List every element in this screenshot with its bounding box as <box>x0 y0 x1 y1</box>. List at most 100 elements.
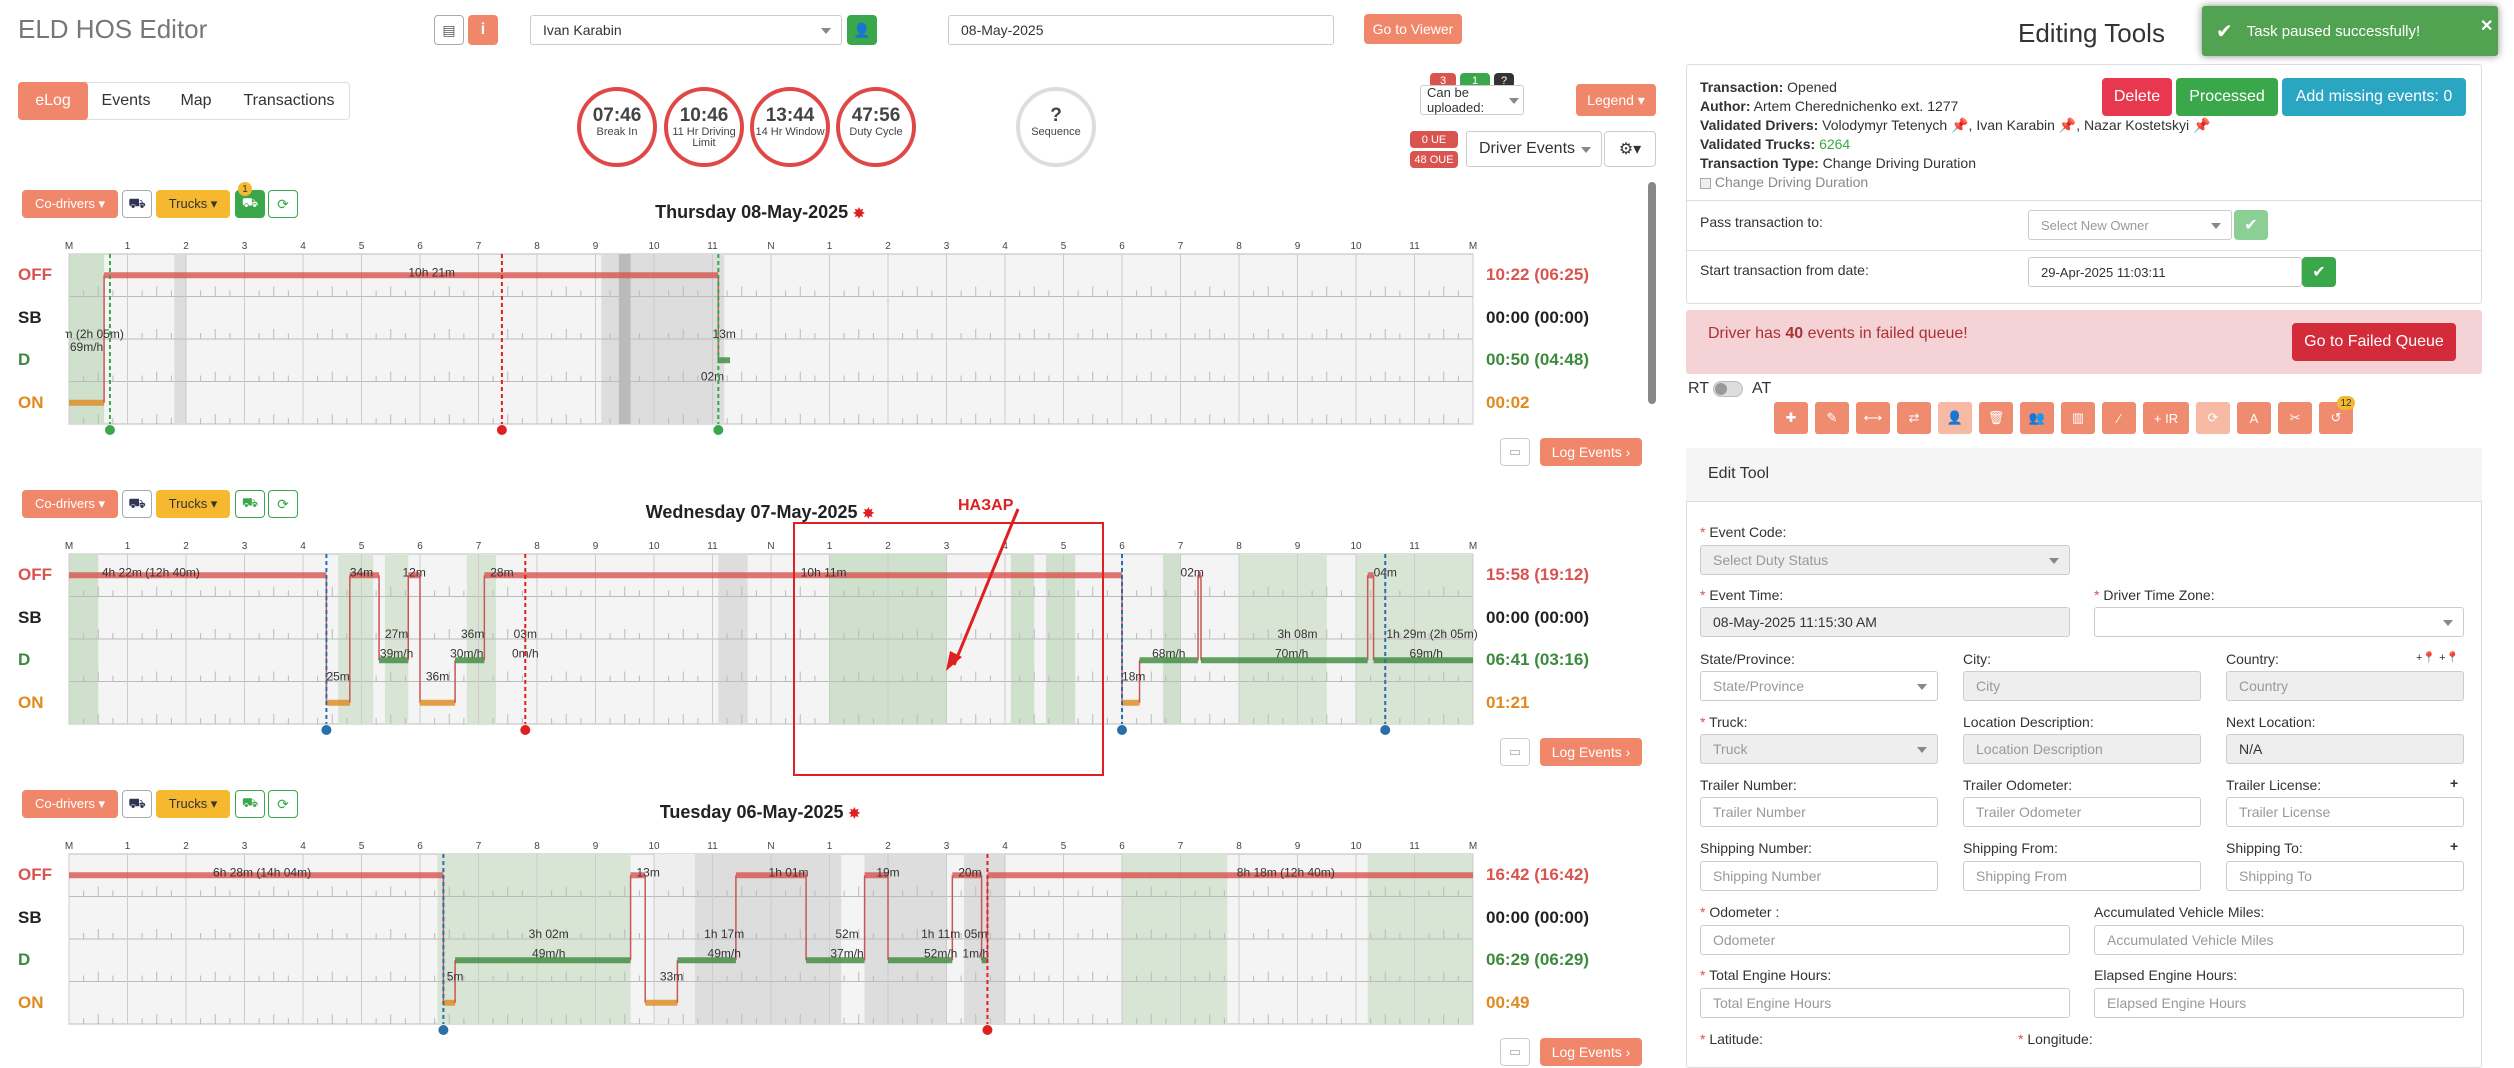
truck-icon-button[interactable]: ⛟ <box>122 790 152 818</box>
add-truck-button[interactable]: ⛟ <box>235 490 265 518</box>
user-icon-button[interactable]: 👤 <box>1938 402 1972 434</box>
owner-confirm-button[interactable]: ✔ <box>2234 210 2268 240</box>
warning-badge[interactable]: 3 <box>1430 73 1456 88</box>
add-icon-button[interactable]: ✚ <box>1774 402 1808 434</box>
city-input[interactable]: City <box>1963 671 2201 701</box>
toast-close-icon[interactable]: ✕ <box>2480 18 2494 35</box>
logs-scrollbar[interactable] <box>1648 182 1656 404</box>
at-label: AT <box>1752 380 1772 397</box>
elapsed-engine-hours-input[interactable]: Elapsed Engine Hours <box>2094 988 2464 1018</box>
date-input[interactable]: 08-May-2025 <box>948 15 1334 45</box>
insert-ir-icon-button[interactable]: + IR <box>2143 402 2189 434</box>
history-icon-button[interactable]: ↺ <box>2319 402 2353 434</box>
owner-select[interactable]: Select New Owner <box>2028 210 2232 240</box>
driver-events-select[interactable]: Driver Events <box>1466 131 1602 167</box>
total-engine-hours-input[interactable]: Total Engine Hours <box>1700 988 2070 1018</box>
time-zone-select[interactable] <box>2094 607 2464 637</box>
help-badge[interactable]: ? <box>1494 73 1514 88</box>
hour-label: 9 <box>1295 241 1301 252</box>
refresh-icon-button[interactable]: ⟳ <box>2196 402 2230 434</box>
refresh-icon-button[interactable]: ⟳ <box>268 490 298 518</box>
go-to-viewer-button[interactable]: Go to Viewer <box>1364 14 1462 44</box>
columns-icon-button[interactable]: ▥ <box>2061 402 2095 434</box>
co-drivers-button[interactable]: Co-drivers ▾ <box>22 490 118 518</box>
info-icon-button[interactable]: i <box>468 15 498 45</box>
text-icon-button[interactable]: A <box>2237 402 2271 434</box>
country-input[interactable]: Country <box>2226 671 2464 701</box>
shipping-number-input[interactable]: Shipping Number <box>1700 861 1938 891</box>
add-shipping-icon[interactable]: + <box>2450 838 2459 854</box>
odometer-input[interactable]: Odometer <box>1700 925 2070 955</box>
scissors-icon-button[interactable]: ✂ <box>2278 402 2312 434</box>
trucks-button[interactable]: Trucks ▾ <box>156 190 230 218</box>
hour-label: 11 <box>1409 241 1420 252</box>
duration-note: 1h 29m (2h 05m) <box>1386 627 1477 641</box>
rt-at-toggle[interactable] <box>1713 381 1743 397</box>
pdf-icon-button[interactable]: ▤ <box>434 15 464 45</box>
log-events-button[interactable]: Log Events › <box>1540 438 1642 466</box>
group-icon-button[interactable]: 👥 <box>2020 402 2054 434</box>
success-toast[interactable]: ✔ Task paused successfully! <box>2202 6 2498 56</box>
day-graph[interactable]: M 1 2 3 4 5 6 7 8 9 10 11 N 1 2 3 4 5 6 7 8 9 10 11 M 4h 22m (12h… <box>65 538 1477 744</box>
add-missing-events-button[interactable]: Add missing events: 0 <box>2282 78 2466 116</box>
comment-icon-button[interactable]: ▭ <box>1500 738 1530 766</box>
trailer-license-input[interactable]: Trailer License <box>2226 797 2464 827</box>
trash-icon-button[interactable]: 🗑 <box>1979 402 2013 434</box>
location-description-input[interactable]: Location Description <box>1963 734 2201 764</box>
magic-wand-icon-button[interactable]: ⁄ <box>2102 402 2136 434</box>
shift-icon-button[interactable]: ⟷ <box>1856 402 1890 434</box>
can-be-uploaded-select[interactable]: Can be uploaded: <box>1420 85 1524 115</box>
trailer-number-input[interactable]: Trailer Number <box>1700 797 1938 827</box>
add-trailer-icon[interactable]: + <box>2450 775 2459 791</box>
truck-icon-button[interactable]: ⛟ <box>122 490 152 518</box>
event-time-input[interactable]: 08-May-2025 11:15:30 AM <box>1700 607 2070 637</box>
comment-icon-button[interactable]: ▭ <box>1500 438 1530 466</box>
legend-button[interactable]: Legend ▾ <box>1576 84 1656 116</box>
next-location-input[interactable]: N/A <box>2226 734 2464 764</box>
refresh-icon-button[interactable]: ⟳ <box>268 190 298 218</box>
tab-events[interactable]: Events <box>101 92 151 109</box>
processed-button[interactable]: Processed <box>2176 78 2278 116</box>
trailer-odometer-input[interactable]: Trailer Odometer <box>1963 797 2201 827</box>
event-code-select[interactable]: Select Duty Status <box>1700 545 2070 575</box>
shipping-from-input[interactable]: Shipping From <box>1963 861 2201 891</box>
tab-transactions[interactable]: Transactions <box>243 92 335 109</box>
delete-button[interactable]: Delete <box>2102 78 2172 116</box>
tab-elog[interactable]: eLog <box>18 82 88 120</box>
hour-label: 2 <box>183 241 189 252</box>
swap-icon-button[interactable]: ⇄ <box>1897 402 1931 434</box>
day-graph[interactable]: M 1 2 3 4 5 6 7 8 9 10 11 N 1 2 3 4 5 6 7 8 9 10 11 M 10h 21m 36m … <box>65 238 1477 444</box>
comment-icon-button[interactable]: ▭ <box>1500 1038 1530 1066</box>
driver-select[interactable]: Ivan Karabin <box>530 15 842 45</box>
start-date-confirm-button[interactable]: ✔ <box>2302 257 2336 287</box>
type-checkbox[interactable] <box>1700 177 1711 189</box>
state-select[interactable]: State/Province <box>1700 671 1938 701</box>
accumulated-miles-input[interactable]: Accumulated Vehicle Miles <box>2094 925 2464 955</box>
driver-person-button[interactable]: 👤 <box>847 15 877 45</box>
settings-gear-button[interactable]: ⚙▾ <box>1604 131 1656 167</box>
ue-badge: 0 UE <box>1410 131 1458 148</box>
hour-label: 1 <box>827 541 833 552</box>
status-label: OFF <box>18 865 52 885</box>
co-drivers-button[interactable]: Co-drivers ▾ <box>22 790 118 818</box>
start-date-input[interactable]: 29-Apr-2025 11:03:11 <box>2028 257 2302 287</box>
log-events-button[interactable]: Log Events › <box>1540 1038 1642 1066</box>
break-dial: 07:46 Break In <box>577 87 657 167</box>
shipping-to-input[interactable]: Shipping To <box>2226 861 2464 891</box>
log-events-button[interactable]: Log Events › <box>1540 738 1642 766</box>
duration-note: 19m <box>876 866 899 880</box>
author-value: Artem Cherednichenko ext. 1277 <box>1753 98 1959 114</box>
go-to-failed-queue-button[interactable]: Go to Failed Queue <box>2292 323 2456 361</box>
day-graph[interactable]: M 1 2 3 4 5 6 7 8 9 10 11 N 1 2 3 4 5 6 7 8 9 10 11 M 6h 28m (14h… <box>65 838 1477 1044</box>
co-drivers-button[interactable]: Co-drivers ▾ <box>22 190 118 218</box>
truck-icon-button[interactable]: ⛟ <box>122 190 152 218</box>
refresh-icon-button[interactable]: ⟳ <box>268 790 298 818</box>
tab-map[interactable]: Map <box>180 92 212 109</box>
add-truck-button[interactable]: ⛟ <box>235 790 265 818</box>
trucks-button[interactable]: Trucks ▾ <box>156 790 230 818</box>
location-pin-icon[interactable]: +📍 +📍 <box>2416 652 2460 664</box>
trucks-button[interactable]: Trucks ▾ <box>156 490 230 518</box>
truck-badge[interactable]: 1 <box>1460 73 1490 88</box>
truck-select[interactable]: Truck <box>1700 734 1938 764</box>
edit-icon-button[interactable]: ✎ <box>1815 402 1849 434</box>
